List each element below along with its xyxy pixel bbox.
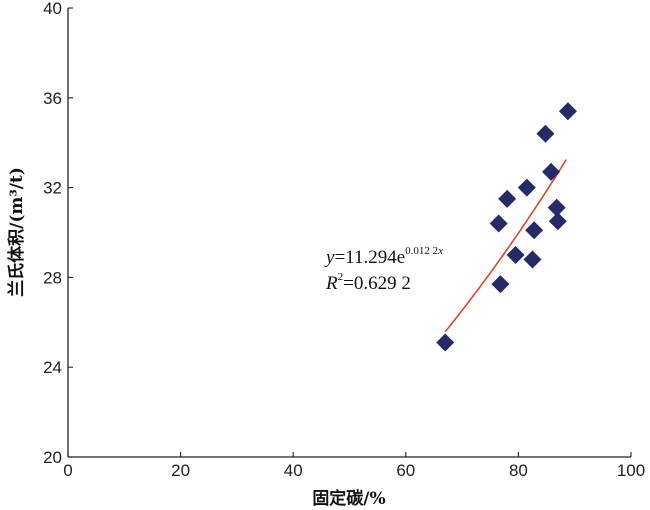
x-tick-label: 40 — [284, 461, 303, 480]
x-axis-title: 固定碳/% — [312, 488, 385, 509]
data-point — [525, 221, 544, 240]
plot-frame — [67, 8, 631, 458]
data-point — [506, 245, 525, 264]
data-point — [542, 162, 561, 181]
x-tick-label: 80 — [509, 461, 528, 480]
data-point — [436, 333, 455, 352]
y-axis-title: 兰氏体积/(m³/t) — [6, 167, 27, 297]
fit-equation: y=11.294e0.012 2x — [324, 245, 443, 268]
data-point — [548, 212, 567, 231]
x-tick-label: 20 — [171, 461, 190, 480]
fit-layer — [444, 159, 567, 333]
x-tick-label: 0 — [63, 461, 72, 480]
y-tick-label: 28 — [43, 268, 62, 287]
y-tick-label: 24 — [43, 358, 62, 377]
trend-line — [444, 159, 567, 333]
x-tick-label: 100 — [617, 461, 645, 480]
y-tick-label: 32 — [43, 179, 62, 198]
data-point — [491, 275, 510, 294]
data-point — [547, 198, 566, 217]
points-layer — [436, 102, 577, 352]
data-point — [489, 214, 508, 233]
data-point — [498, 189, 517, 208]
x-tick-label: 60 — [396, 461, 415, 480]
data-point — [523, 250, 542, 269]
data-point — [536, 124, 555, 143]
r-squared-label: R2=0.629 2 — [325, 271, 411, 294]
y-tick-label: 40 — [43, 0, 62, 18]
y-tick-label: 36 — [43, 89, 62, 108]
data-point — [517, 178, 536, 197]
y-tick-label: 20 — [43, 448, 62, 467]
data-point — [558, 102, 577, 121]
